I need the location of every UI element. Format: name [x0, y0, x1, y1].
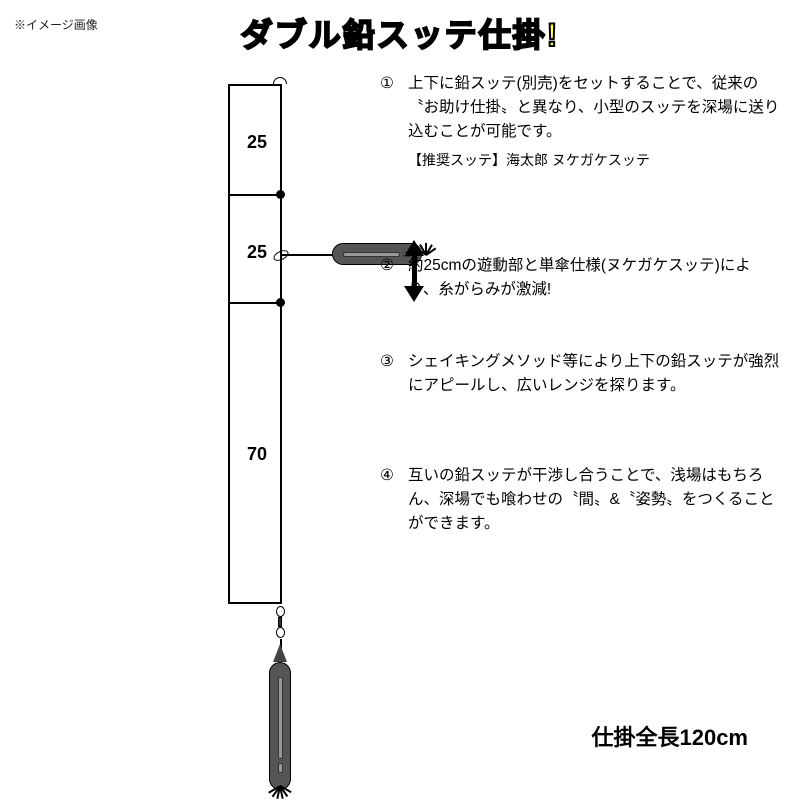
dim-label-mid: 25	[237, 242, 277, 263]
swivel	[274, 606, 286, 638]
dim-bar	[228, 84, 230, 602]
line-node	[276, 190, 285, 199]
dim-label-top: 25	[237, 132, 277, 153]
sutte-cone	[273, 644, 287, 662]
description-item: ①上下に鉛スッテ(別売)をセットすることで、従来の〝お助け仕掛〟と異なり、小型の…	[380, 72, 780, 172]
item-text: 互いの鉛スッテが干渉し合うことで、浅場はもちろん、深場でも喰わせの〝間〟&〝姿勢…	[408, 464, 780, 536]
dim-label-bot: 70	[237, 444, 277, 465]
item-text: 約25cmの遊動部と単傘仕様(ヌケガケスッテ)により、糸がらみが激減!	[408, 254, 780, 302]
dim-tick	[228, 84, 280, 86]
sutte-hooks-bottom	[266, 786, 294, 808]
dim-tick	[228, 194, 280, 196]
total-length: 仕掛全長120cm	[591, 720, 748, 752]
line-node	[276, 298, 285, 307]
item-number: ①	[380, 72, 402, 172]
image-note: ※イメージ画像	[14, 16, 98, 33]
item-number: ③	[380, 350, 402, 398]
dim-tick	[228, 302, 280, 304]
bottom-sutte	[269, 662, 291, 790]
item-number: ②	[380, 254, 402, 302]
item-number: ④	[380, 464, 402, 536]
dim-tick	[228, 602, 280, 604]
main-line	[280, 84, 282, 604]
item-text: 上下に鉛スッテ(別売)をセットすることで、従来の〝お助け仕掛〟と異なり、小型のス…	[408, 72, 780, 172]
rig-diagram: 25 25 70	[110, 84, 350, 724]
sutte-body-vertical	[269, 662, 291, 790]
recommended-sutte: 【推奨スッテ】海太郎 ヌケガケスッテ	[408, 150, 780, 172]
top-eye	[273, 77, 287, 84]
description-item: ②約25cmの遊動部と単傘仕様(ヌケガケスッテ)により、糸がらみが激減!	[380, 254, 780, 302]
description-item: ④互いの鉛スッテが干渉し合うことで、浅場はもちろん、深場でも喰わせの〝間〟&〝姿…	[380, 464, 780, 536]
item-text: シェイキングメソッド等により上下の鉛スッテが強烈にアピールし、広いレンジを探りま…	[408, 350, 780, 398]
description-item: ③シェイキングメソッド等により上下の鉛スッテが強烈にアピールし、広いレンジを探り…	[380, 350, 780, 398]
main-title: ダブル鉛スッテ仕掛!	[241, 10, 560, 56]
